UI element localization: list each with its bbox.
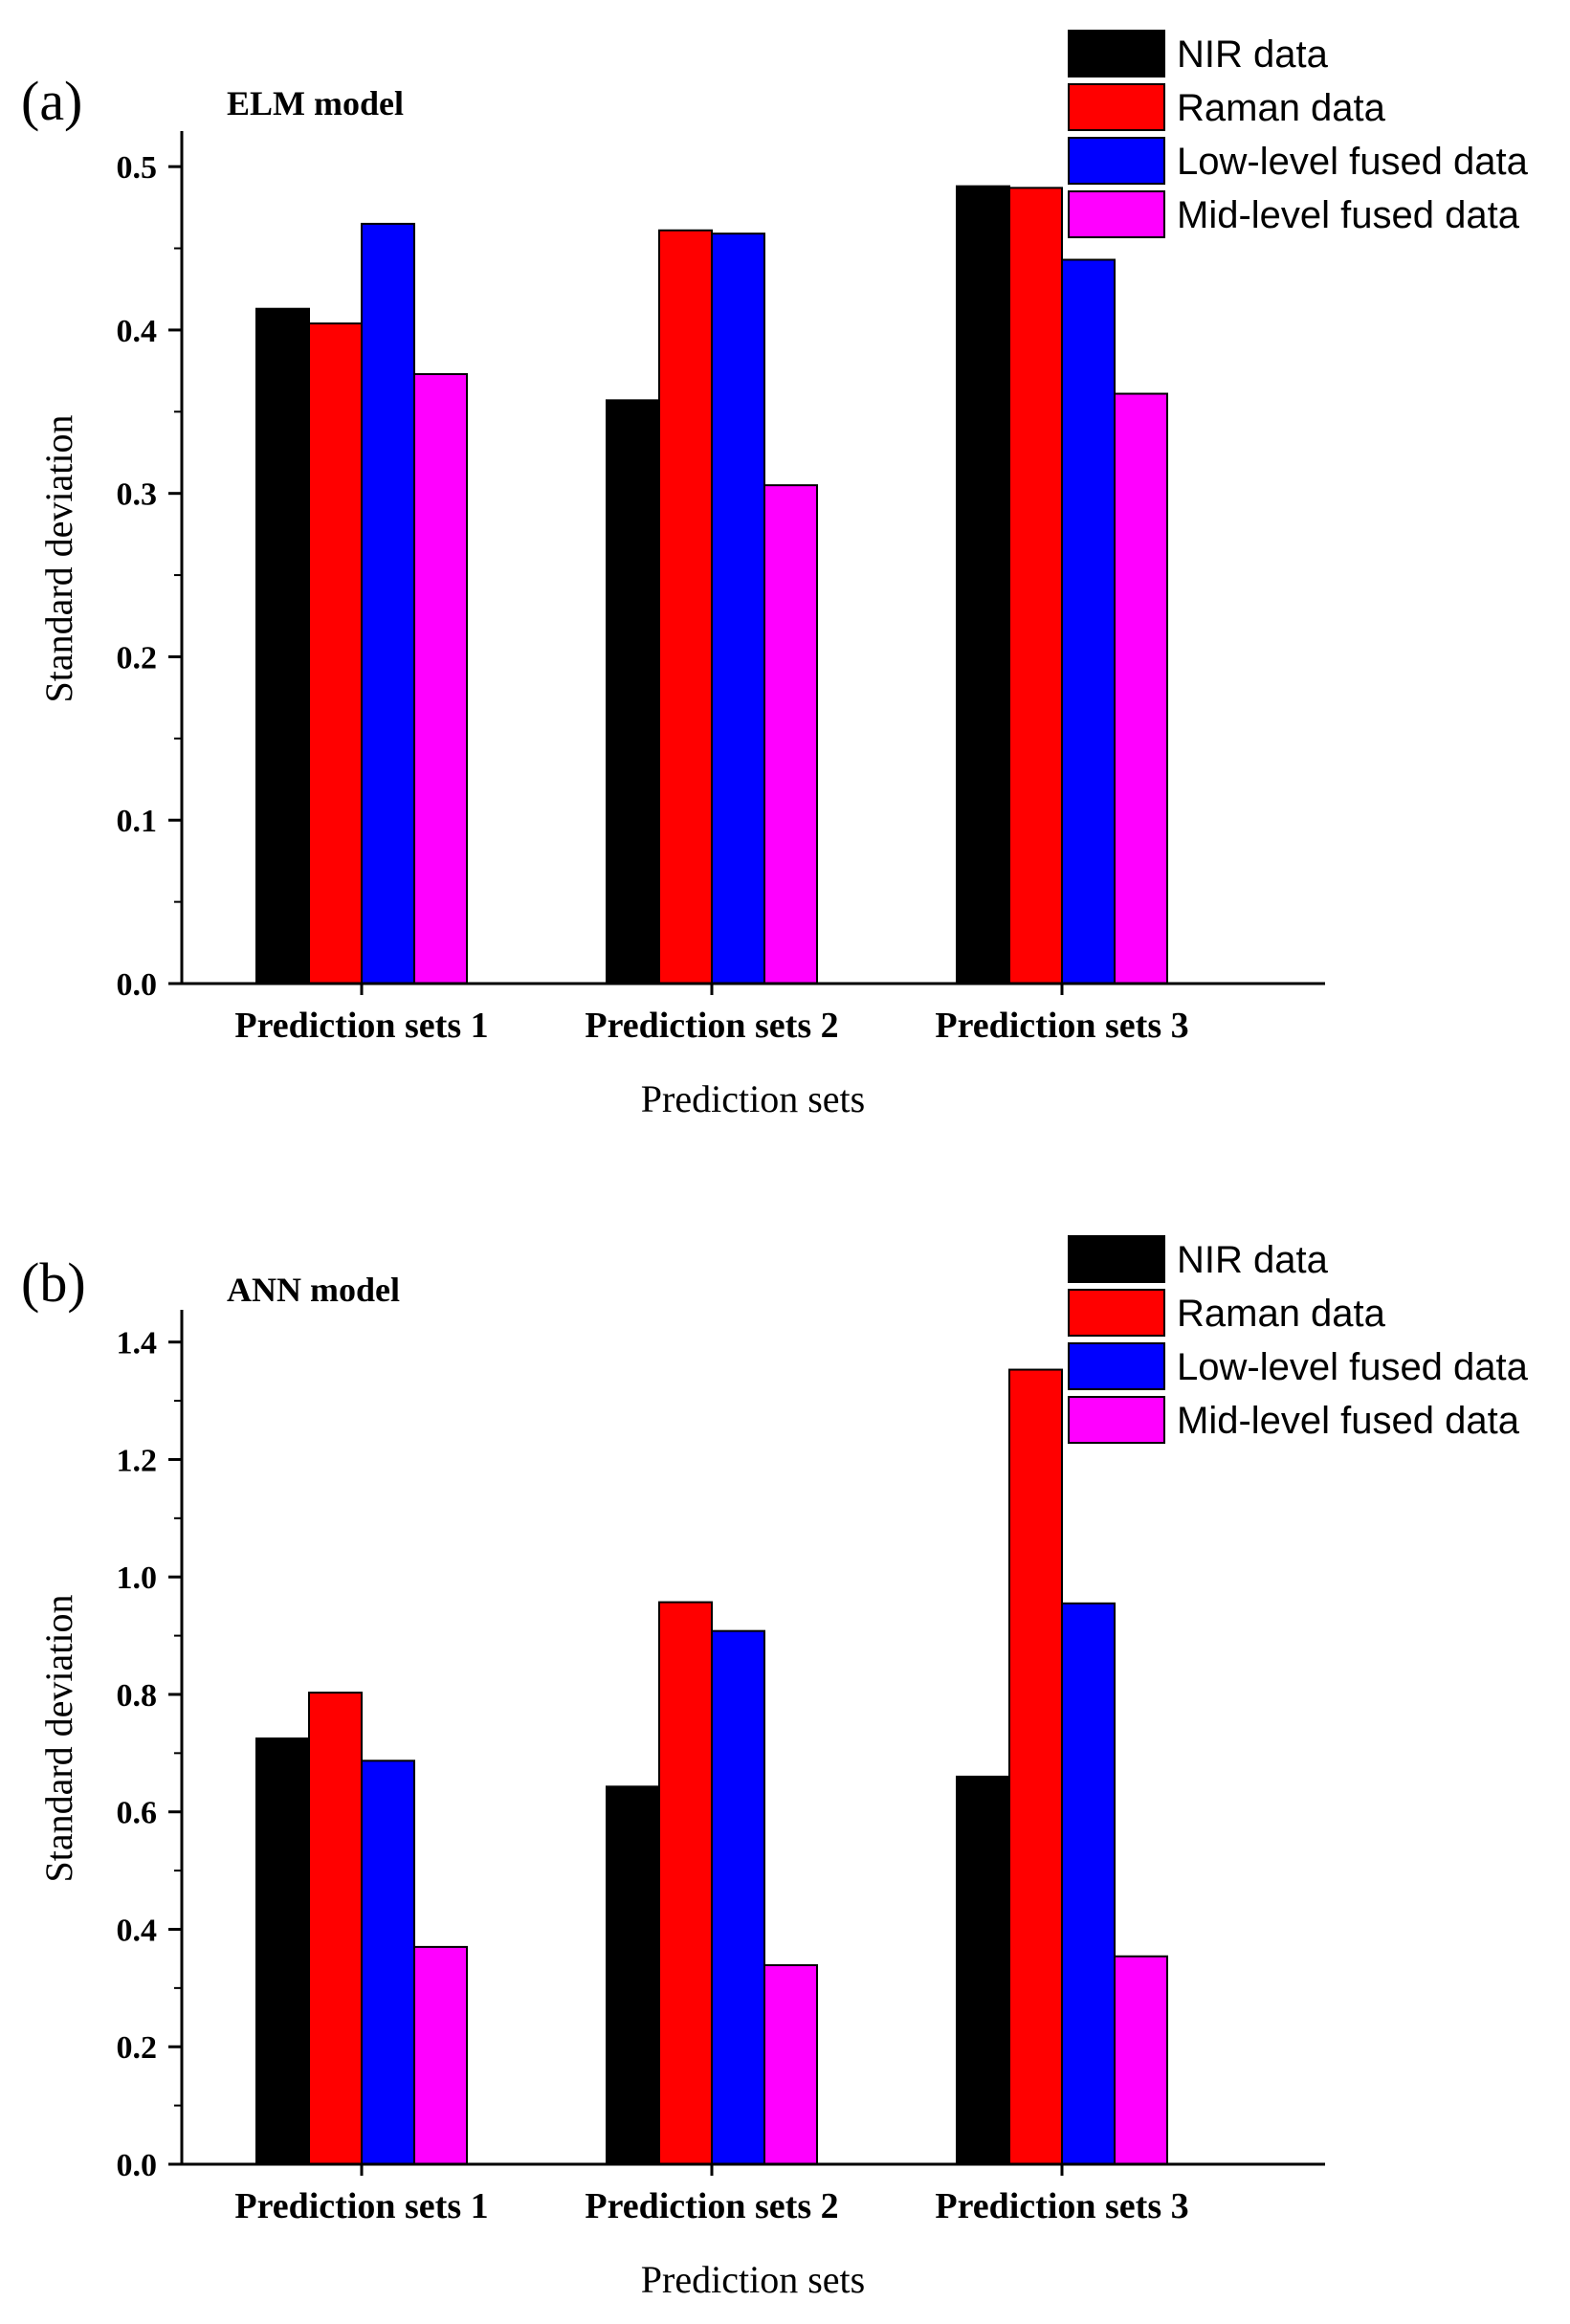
y-axis-label: Standard deviation [37,1594,80,1882]
y-tick-label: 1.0 [117,1560,158,1596]
bar-raman-data-2 [658,1601,713,2165]
x-tick-label: Prediction sets 3 [935,1006,1188,1046]
bar-low-level-fused-data-3 [1061,258,1116,985]
bar-nir-data-1 [255,307,310,985]
x-axis-label: Prediction sets [641,1077,865,1120]
y-tick-label: 0.2 [117,640,158,675]
y-tick-label: 0.4 [117,314,158,349]
legend-swatch [1068,190,1165,238]
y-tick-label: 0.2 [117,2030,158,2066]
bar-low-level-fused-data-1 [361,222,415,985]
legend-swatch [1068,1396,1165,1444]
x-tick-label: Prediction sets 1 [234,2186,488,2226]
bar-mid-level-fused-data-3 [1114,392,1168,985]
panel-label: (b) [21,1251,86,1314]
y-tick-label: 0.8 [117,1678,158,1714]
y-tick-label: 0.1 [117,804,158,839]
bar-low-level-fused-data-2 [711,1629,765,2166]
chart-title: ELM model [227,84,404,122]
chart-panel-b: (b) ANN model 0.0 0.2 0.4 0.6 0.8 1.0 1.2 1.4 Pred… [21,1235,1529,2301]
legend-label: Raman data [1177,1293,1386,1335]
y-tick-label: 0.0 [117,967,158,1003]
bar-nir-data-3 [956,1775,1010,2166]
panel-label: (a) [21,70,82,132]
bar-nir-data-3 [956,185,1010,985]
x-tick-label: Prediction sets 1 [234,1006,488,1046]
y-tick-label: 0.0 [117,2148,158,2183]
y-axis-label: Standard deviation [37,414,80,702]
legend-swatch [1068,30,1165,77]
bar-low-level-fused-data-2 [711,232,765,985]
chart-panel-a: (a) ELM model 0.0 0.1 0.2 0.3 0.4 0.5 Prediction… [21,30,1529,1120]
legend-label: NIR data [1177,33,1329,76]
y-tick-label: 1.4 [117,1326,158,1361]
y-tick-label: 1.2 [117,1443,158,1478]
bar-mid-level-fused-data-1 [413,1945,468,2166]
bar-mid-level-fused-data-3 [1114,1955,1168,2166]
legend-swatch [1068,1289,1165,1337]
bar-raman-data-2 [658,229,713,985]
legend-swatch [1068,1235,1165,1283]
bar-mid-level-fused-data-1 [413,373,468,985]
legend-swatch [1068,1342,1165,1390]
legend-label: Low-level fused data [1177,1346,1529,1388]
legend-label: NIR data [1177,1239,1329,1281]
bar-raman-data-3 [1008,1368,1063,2166]
bar-nir-data-1 [255,1737,310,2165]
chart-title: ANN model [227,1271,400,1309]
bar-nir-data-2 [606,1785,660,2166]
y-tick-label: 0.5 [117,150,158,186]
bar-mid-level-fused-data-2 [763,484,818,985]
legend-label: Mid-level fused data [1177,194,1520,236]
legend-swatch [1068,83,1165,131]
legend-label: Mid-level fused data [1177,1400,1520,1442]
legend-swatch [1068,137,1165,185]
x-tick-label: Prediction sets 2 [585,1006,838,1046]
y-tick-label: 0.3 [117,477,158,513]
legend-label: Low-level fused data [1177,141,1529,183]
bar-raman-data-1 [308,1692,363,2165]
legend-label: Raman data [1177,87,1386,129]
legend: NIR data Raman data Low-level fused data Mi… [1068,1235,1529,1444]
bar-raman-data-1 [308,322,363,985]
bar-nir-data-2 [606,399,660,985]
x-tick-label: Prediction sets 3 [935,2186,1188,2226]
y-tick-label: 0.4 [117,1913,158,1948]
y-tick-label: 0.6 [117,1796,158,1831]
legend: NIR data Raman data Low-level fused data Mi… [1068,30,1529,238]
bar-raman-data-3 [1008,187,1063,985]
bar-low-level-fused-data-1 [361,1760,415,2165]
bar-mid-level-fused-data-2 [763,1963,818,2165]
x-tick-label: Prediction sets 2 [585,2186,838,2226]
bar-low-level-fused-data-3 [1061,1602,1116,2166]
x-axis-label: Prediction sets [641,2258,865,2301]
